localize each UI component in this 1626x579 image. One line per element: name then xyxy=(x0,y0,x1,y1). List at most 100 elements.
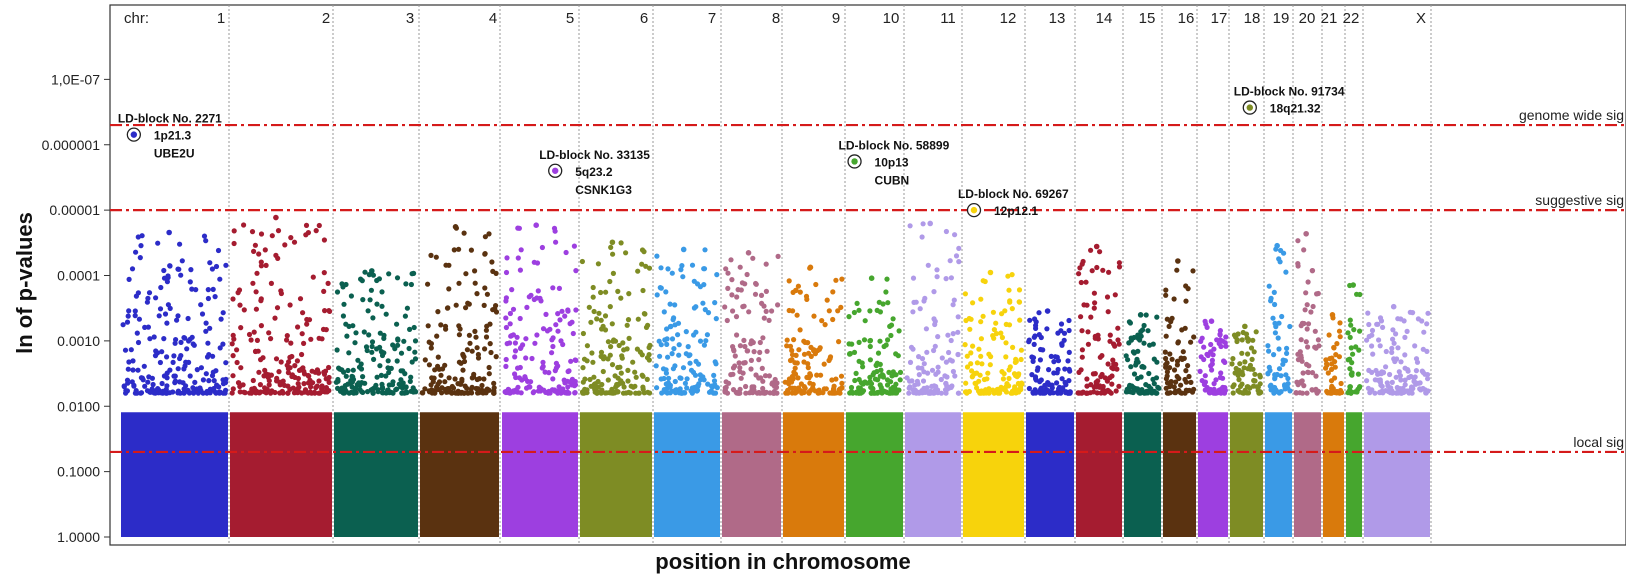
snp-point xyxy=(1019,380,1025,386)
snp-point xyxy=(693,358,699,364)
snp-point xyxy=(1380,324,1386,330)
snp-point xyxy=(176,266,182,272)
peak-point xyxy=(273,214,279,221)
snp-point xyxy=(646,357,652,363)
snp-point xyxy=(517,315,523,322)
snp-point xyxy=(1357,328,1363,334)
snp-point xyxy=(517,267,524,273)
snp-point xyxy=(907,378,913,384)
snp-point xyxy=(1116,264,1123,270)
snp-point xyxy=(1169,315,1175,321)
snp-point xyxy=(253,348,259,354)
dense-point-band xyxy=(1076,412,1122,537)
snp-point xyxy=(162,311,169,317)
snp-point xyxy=(970,343,976,349)
snp-point xyxy=(451,247,457,253)
snp-point xyxy=(671,346,677,352)
snp-point xyxy=(205,287,211,293)
snp-point xyxy=(187,373,193,379)
chromosome-16-points xyxy=(1162,258,1197,537)
snp-point xyxy=(697,372,703,378)
snp-point xyxy=(1393,374,1399,380)
snp-point xyxy=(630,359,636,365)
snp-point xyxy=(203,328,209,334)
snp-point xyxy=(955,329,961,335)
snp-point xyxy=(1345,390,1351,396)
snp-point xyxy=(1201,344,1207,350)
snp-point xyxy=(795,375,801,381)
snp-point xyxy=(1325,370,1331,376)
highlight-annotation: LD-block No. 2271 xyxy=(118,112,222,126)
snp-point xyxy=(1208,341,1214,348)
snp-point xyxy=(997,387,1004,393)
snp-point xyxy=(1164,316,1170,322)
snp-point xyxy=(170,359,176,365)
snp-point xyxy=(1001,371,1007,377)
snp-point xyxy=(684,376,690,382)
snp-point xyxy=(1143,388,1150,394)
snp-point xyxy=(731,347,737,353)
peak-point xyxy=(609,239,616,246)
snp-point xyxy=(138,390,144,396)
snp-point xyxy=(1182,376,1188,383)
chromosome-label: 5 xyxy=(566,10,574,27)
snp-point xyxy=(978,296,984,302)
snp-point xyxy=(1173,379,1179,385)
snp-point xyxy=(319,336,325,342)
snp-point xyxy=(946,349,952,356)
snp-point xyxy=(438,322,444,328)
snp-point xyxy=(182,363,188,369)
snp-point xyxy=(161,267,167,274)
snp-point xyxy=(1169,356,1175,362)
snp-point xyxy=(284,333,290,339)
snp-point xyxy=(943,228,950,235)
snp-point xyxy=(1078,367,1084,373)
snp-point xyxy=(590,359,596,365)
snp-point xyxy=(348,389,354,395)
snp-point xyxy=(890,316,896,322)
snp-point xyxy=(1109,381,1115,387)
snp-point xyxy=(709,383,715,389)
snp-point xyxy=(667,384,673,390)
snp-point xyxy=(604,390,610,396)
highlight-annotation: 5q23.2 xyxy=(575,165,613,179)
snp-point xyxy=(874,307,880,313)
snp-point xyxy=(1356,347,1362,353)
threshold-label: local sig xyxy=(1573,434,1624,450)
snp-point xyxy=(1034,367,1040,373)
snp-point xyxy=(811,313,817,319)
snp-point xyxy=(1276,320,1282,326)
snp-point xyxy=(378,372,384,378)
snp-point xyxy=(1313,345,1319,351)
snp-point xyxy=(231,228,237,234)
snp-point xyxy=(826,357,832,364)
snp-point xyxy=(503,389,509,395)
chromosome-label: 6 xyxy=(640,10,648,27)
snp-point xyxy=(266,372,272,378)
snp-point xyxy=(689,262,696,268)
snp-point xyxy=(1109,365,1115,371)
chromosome-18-points xyxy=(1229,323,1264,537)
snp-point xyxy=(1380,369,1386,375)
snp-point xyxy=(948,337,954,344)
snp-point xyxy=(951,297,957,303)
snp-point xyxy=(955,314,961,320)
snp-point xyxy=(215,247,222,254)
snp-point xyxy=(742,281,748,287)
snp-point xyxy=(993,320,999,326)
snp-point xyxy=(282,242,288,248)
snp-point xyxy=(811,348,817,354)
snp-point xyxy=(1029,354,1035,360)
snp-point xyxy=(237,302,243,308)
snp-point xyxy=(229,390,235,396)
snp-point xyxy=(1412,379,1418,386)
chromosome-label: 14 xyxy=(1096,10,1113,27)
snp-point xyxy=(907,359,914,365)
snp-point xyxy=(931,316,937,322)
snp-point xyxy=(1092,333,1098,339)
peak-point xyxy=(807,264,814,271)
snp-point xyxy=(514,389,520,395)
snp-point xyxy=(1051,359,1057,365)
snp-point xyxy=(374,374,380,380)
snp-point xyxy=(1271,352,1277,358)
